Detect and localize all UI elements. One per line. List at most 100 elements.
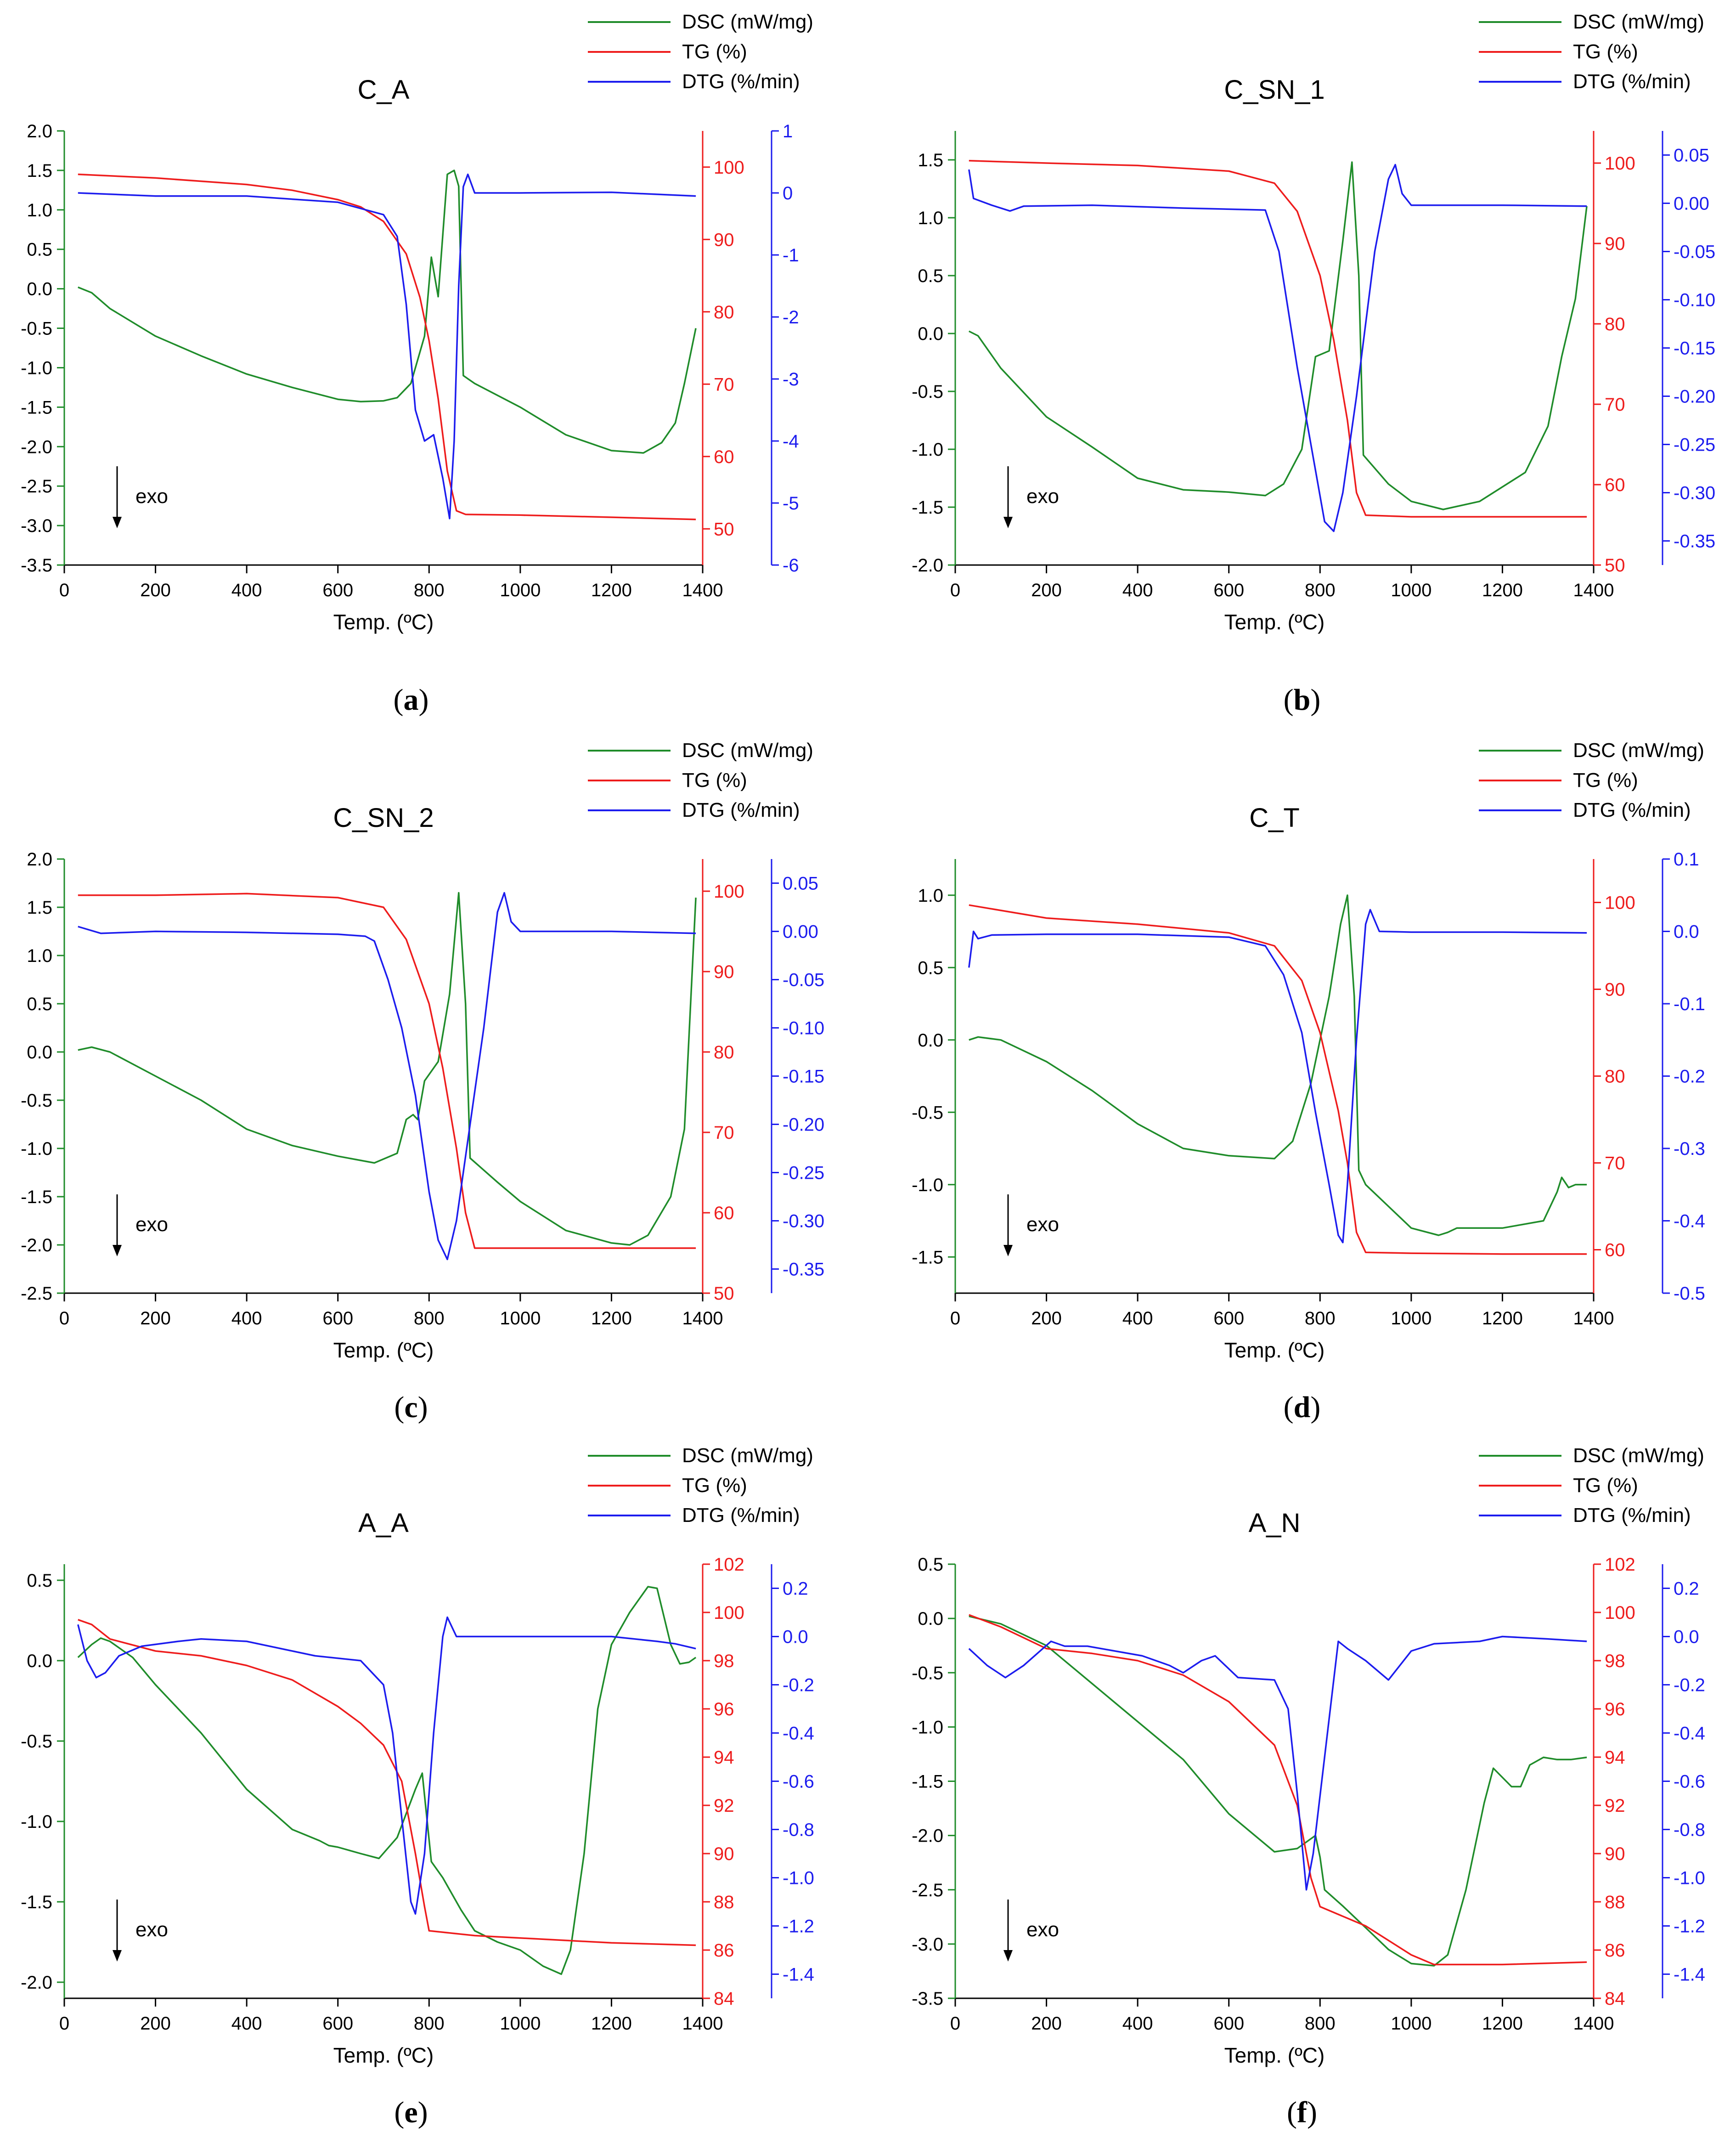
tg-tick-label: 80 <box>714 1042 734 1063</box>
dsc-tick-label: -0.5 <box>912 1103 943 1123</box>
exo-arrowhead-icon <box>1003 1950 1013 1962</box>
chart-panel: 0 200 400 600 800 1000 1200 1400 Temp. (ºC) -2.0 -… <box>912 11 1715 717</box>
dtg-tick-label: -1.0 <box>1674 1868 1705 1889</box>
legend-tg-label: TG (%) <box>682 1474 747 1497</box>
x-tick-label: 1200 <box>1482 2013 1523 2034</box>
dtg-tick-label: -0.15 <box>1674 339 1715 359</box>
dsc-tick-label: -1.5 <box>21 397 52 418</box>
tg-line <box>78 1619 696 1946</box>
legend-dsc-label: DSC (mW/mg) <box>682 11 813 33</box>
panel-caption: (c) <box>394 1391 428 1424</box>
x-axis-label: Temp. (ºC) <box>333 610 434 634</box>
dtg-tick-label: -0.8 <box>783 1820 814 1840</box>
x-tick-label: 200 <box>140 1308 171 1329</box>
dtg-tick-label: -0.5 <box>1674 1284 1705 1304</box>
dtg-tick-label: 0.0 <box>1674 1627 1699 1647</box>
x-tick-label: 1000 <box>500 2013 541 2034</box>
legend-dsc-label: DSC (mW/mg) <box>1573 1444 1704 1467</box>
x-axis-label: Temp. (ºC) <box>1224 1338 1325 1362</box>
panel-caption: (b) <box>1284 683 1321 717</box>
dtg-line <box>968 164 1587 532</box>
tg-tick-label: 84 <box>1605 1989 1625 2009</box>
dtg-tick-label: 0.0 <box>783 1627 808 1647</box>
tg-tick-label: 96 <box>714 1699 734 1719</box>
x-tick-label: 800 <box>414 1308 445 1329</box>
tg-tick-label: 80 <box>1605 314 1625 334</box>
tg-tick-label: 92 <box>714 1796 734 1816</box>
legend-tg-label: TG (%) <box>1573 1474 1638 1497</box>
dsc-tick-label: -1.0 <box>21 358 52 378</box>
tg-tick-label: 90 <box>1605 1844 1625 1864</box>
x-tick-label: 200 <box>140 580 171 600</box>
chart-title: C_SN_2 <box>333 803 434 833</box>
dsc-line <box>78 892 697 1246</box>
tg-line <box>969 160 1587 518</box>
legend-tg-label: TG (%) <box>682 40 747 63</box>
dsc-tick-label: -2.5 <box>21 476 52 497</box>
x-tick-label: 400 <box>1122 1308 1153 1329</box>
dtg-tick-label: -1.4 <box>1674 1965 1705 1985</box>
exo-label: exo <box>135 1918 168 1941</box>
x-axis-label: Temp. (ºC) <box>1224 2043 1325 2067</box>
x-tick-label: 200 <box>1031 2013 1062 2034</box>
x-tick-label: 0 <box>950 2013 960 2034</box>
dsc-tick-label: -2.5 <box>21 1284 52 1304</box>
tg-tick-label: 90 <box>714 962 734 982</box>
chart-title: C_A <box>358 75 410 105</box>
tg-tick-label: 90 <box>714 1844 734 1864</box>
x-axis-label: Temp. (ºC) <box>333 2043 434 2067</box>
x-tick-label: 0 <box>59 580 69 600</box>
tg-tick-label: 50 <box>714 519 734 539</box>
dtg-line <box>78 892 696 1261</box>
dtg-tick-label: -0.6 <box>1674 1772 1705 1792</box>
dtg-tick-label: -0.6 <box>783 1772 814 1792</box>
tg-tick-label: 100 <box>714 158 744 178</box>
dtg-tick-label: -0.10 <box>1674 290 1715 311</box>
dsc-tick-label: -2.0 <box>912 1826 943 1846</box>
dtg-tick-label: -1.4 <box>783 1965 814 1985</box>
dsc-tick-label: 0.5 <box>27 1571 52 1591</box>
dsc-tick-label: 1.0 <box>27 200 52 221</box>
dtg-tick-label: -0.25 <box>1674 435 1715 455</box>
dtg-tick-label: 0.0 <box>1674 922 1699 942</box>
dtg-tick-label: -5 <box>783 493 799 514</box>
x-tick-label: 0 <box>950 1308 960 1329</box>
tg-tick-label: 90 <box>1605 980 1625 1000</box>
dtg-tick-label: -0.1 <box>1674 994 1705 1014</box>
tg-tick-label: 80 <box>714 302 734 322</box>
legend-tg-label: TG (%) <box>1573 40 1638 63</box>
exo-label: exo <box>135 485 168 508</box>
legend-dsc-label: DSC (mW/mg) <box>1573 739 1704 762</box>
tg-tick-label: 98 <box>714 1651 734 1671</box>
dtg-tick-label: -4 <box>783 431 799 452</box>
legend-dtg-label: DTG (%/min) <box>682 1504 800 1527</box>
legend-dtg-label: DTG (%/min) <box>1573 1504 1691 1527</box>
dsc-tick-label: -1.0 <box>21 1139 52 1159</box>
tg-tick-label: 60 <box>1605 475 1625 495</box>
dtg-line <box>968 1635 1587 1891</box>
tg-tick-label: 60 <box>714 1203 734 1223</box>
dsc-tick-label: 1.5 <box>918 150 943 170</box>
dtg-tick-label: 1 <box>783 121 793 141</box>
chart-title: C_SN_1 <box>1224 75 1325 105</box>
dsc-tick-label: 0.0 <box>27 1651 52 1671</box>
tg-line <box>78 893 696 1249</box>
x-tick-label: 1000 <box>1391 580 1432 600</box>
tg-tick-label: 50 <box>1605 555 1625 576</box>
dtg-tick-label: 0 <box>783 183 793 204</box>
dsc-tick-label: -3.0 <box>912 1934 943 1955</box>
tg-tick-label: 90 <box>1605 234 1625 254</box>
dsc-tick-label: 0.0 <box>27 1042 52 1063</box>
tg-tick-label: 100 <box>714 1603 744 1623</box>
dtg-tick-label: -0.4 <box>1674 1211 1705 1232</box>
dsc-tick-label: -1.5 <box>21 1892 52 1912</box>
exo-arrowhead-icon <box>113 1950 122 1962</box>
tg-tick-label: 100 <box>1605 893 1635 913</box>
x-tick-label: 600 <box>322 580 353 600</box>
tg-tick-label: 60 <box>1605 1240 1625 1261</box>
dsc-tick-label: -0.5 <box>912 1663 943 1683</box>
dtg-tick-label: -0.4 <box>1674 1724 1705 1744</box>
tg-tick-label: 86 <box>714 1940 734 1961</box>
dsc-tick-label: -1.5 <box>912 1772 943 1792</box>
